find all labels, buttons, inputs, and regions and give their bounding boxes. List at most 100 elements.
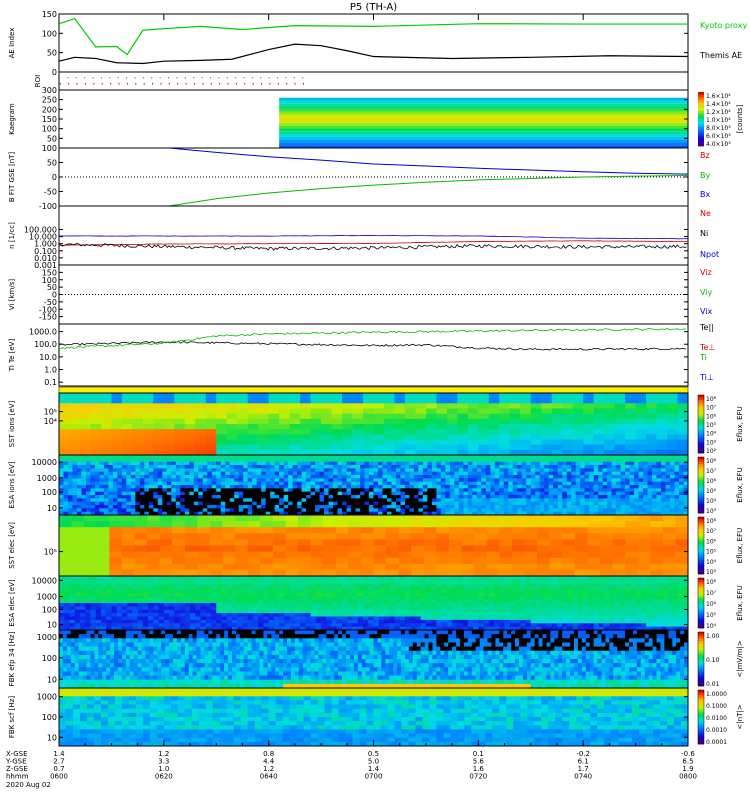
- ytick-label: 250: [42, 96, 57, 105]
- ytick-label: 150: [42, 268, 57, 277]
- colorbar-tick: 0.0100: [706, 715, 727, 722]
- colorbar-tick: 10⁴: [706, 431, 717, 438]
- ytick-label: 100: [42, 654, 57, 663]
- colorbar-tick: 4.0×10³: [706, 141, 731, 148]
- esa-elec-heatmap: [59, 576, 688, 630]
- colorbar-tick: 10⁷: [706, 590, 717, 597]
- colorbar-tick: 0.0010: [706, 727, 727, 734]
- orbit-value: 0620: [155, 773, 173, 781]
- colorbar-tick: 10⁶: [706, 538, 717, 545]
- ytick-label: 100.000: [24, 225, 57, 234]
- t-series-2: [59, 328, 686, 349]
- ytick-label: 10⁵: [44, 408, 57, 417]
- colorbar-tick: 0.0001: [706, 739, 727, 746]
- colorbar-label: Eflux, EFU: [736, 528, 744, 563]
- kaegram-heatmap: [279, 98, 688, 148]
- ytick-label: -50: [44, 188, 57, 197]
- ylabel: SST ions [eV]: [8, 400, 16, 447]
- colorbar-tick: 10⁵: [706, 488, 717, 495]
- colorbar-label: Eflux, EFU: [736, 406, 744, 441]
- colorbar-tick: 0.01: [706, 681, 720, 688]
- colorbar-tick: 10⁴: [706, 623, 717, 630]
- ytick-label: 1000: [37, 693, 57, 702]
- ytick-label: 100: [42, 605, 57, 614]
- colorbar-tick: 6.0×10³: [706, 133, 731, 140]
- ae-panel-frame: [59, 14, 688, 72]
- colorbar-tick: 10⁴: [706, 498, 717, 505]
- colorbar-tick: 1.0×10⁴: [706, 117, 731, 124]
- legend-n-0: Ne: [700, 209, 711, 218]
- ytick-label: 150: [42, 115, 57, 124]
- ytick-label: 1000.0: [29, 328, 57, 337]
- ylabel: Ti Te [eV]: [8, 339, 16, 373]
- colorbar-tick: 10²: [706, 448, 717, 455]
- legend-v-2: Vix: [700, 307, 713, 316]
- colorbar-tick: 10³: [706, 439, 717, 446]
- colorbar-tick: 10³: [706, 569, 717, 576]
- b-series-2: [169, 148, 688, 174]
- kaegram-colorbar: 1.6×10⁴1.4×10⁴1.2×10⁴1.0×10⁴8.0×10³6.0×1…: [698, 92, 744, 148]
- ytick-label: 100: [42, 144, 57, 153]
- legend-v-0: Viz: [700, 268, 712, 277]
- fbk-scf-heatmap: [59, 688, 688, 746]
- legend-b-1: By: [700, 171, 710, 180]
- svg-text:P5 (TH-A): P5 (TH-A): [350, 2, 397, 13]
- ytick-label: 50: [47, 49, 57, 58]
- legend-t-1: Te⊥: [699, 343, 715, 352]
- n-series-0: [59, 241, 688, 246]
- ytick-label: 0: [52, 173, 57, 182]
- legend-b-0: Bz: [700, 151, 710, 160]
- ytick-label: 50: [47, 159, 57, 168]
- legend-t-3: Ti⊥: [699, 373, 714, 382]
- orbit-value: 0720: [469, 773, 487, 781]
- legend-t-2: Ti: [699, 353, 707, 362]
- t-series-0: [59, 341, 686, 350]
- colorbar-tick: 10⁷: [706, 528, 717, 535]
- ylabel: Vi [km/s]: [8, 279, 16, 310]
- colorbar-label: Eflux, EFU: [736, 467, 744, 502]
- colorbar-tick: 1.00: [706, 633, 720, 640]
- ylabel: ESA ions [eV]: [8, 461, 16, 508]
- ytick-label: 100: [42, 488, 57, 497]
- ytick-label: 10: [47, 675, 57, 684]
- ytick-label: 1000: [37, 593, 57, 602]
- ytick-label: 0: [52, 68, 57, 77]
- colorbar-label: <|nT|>: [736, 704, 744, 729]
- legend-v-1: Viy: [700, 288, 713, 297]
- orbit-value: 0700: [365, 773, 383, 781]
- orbit-value: 0600: [50, 773, 68, 781]
- ytick-label: 200: [42, 105, 57, 114]
- orbit-label: hhmm: [6, 773, 29, 781]
- colorbar-tick: 0.10: [706, 657, 720, 664]
- colorbar-tick: 10⁷: [706, 468, 717, 475]
- ae-series-1: [59, 44, 688, 63]
- ytick-label: 50: [47, 134, 57, 143]
- colorbar-tick: 10⁵: [706, 549, 717, 556]
- ytick-label: 100.0: [34, 340, 57, 349]
- colorbar-tick: 10⁵: [706, 612, 717, 619]
- fbk-efp-colorbar: 1.000.100.01<|mV/m|>: [698, 632, 744, 688]
- colorbar-tick: 10⁵: [706, 422, 717, 429]
- legend-kyoto: Kyoto proxy AE: [700, 21, 750, 30]
- ytick-label: 10⁴: [44, 417, 57, 426]
- date-label: 2020 Aug 02: [6, 781, 51, 789]
- ylabel: n [1/cc]: [8, 222, 16, 249]
- ytick-label: 10000: [32, 458, 57, 467]
- ytick-label: 10⁵: [44, 548, 57, 557]
- colorbar-tick: 1.6×10⁴: [706, 93, 731, 100]
- temp-panel-frame: [59, 324, 688, 386]
- legend-n-2: Npot: [700, 250, 719, 259]
- ylabel: FBK efp 34 [Hz]: [8, 631, 16, 686]
- colorbar-tick: 10⁸: [706, 579, 717, 586]
- colorbar-tick: 10⁶: [706, 601, 717, 608]
- ytick-label: 300: [42, 86, 57, 95]
- colorbar-tick: 1.0000: [706, 691, 727, 698]
- n-series-2: [59, 235, 688, 238]
- ytick-label: 1000: [37, 633, 57, 642]
- ylabel: B FIT GSE [nT]: [8, 152, 16, 203]
- ytick-label: 150: [42, 10, 57, 19]
